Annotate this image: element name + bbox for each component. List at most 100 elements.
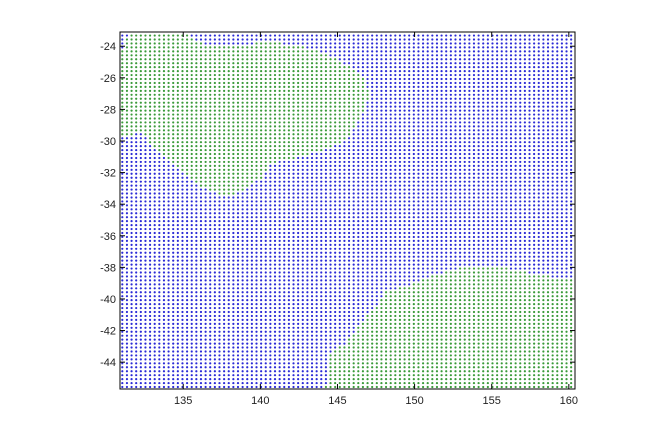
blue-point [130,275,133,278]
blue-point [199,259,203,262]
blue-point [509,141,513,144]
blue-point [431,125,434,128]
blue-point [417,117,420,120]
blue-point [250,267,253,270]
blue-point [347,314,351,318]
blue-point [139,152,142,156]
blue-point [421,243,425,246]
blue-point [528,255,531,258]
blue-point [232,212,235,215]
blue-point [324,326,328,329]
blue-point [537,141,540,144]
blue-point [306,271,309,274]
blue-point [556,224,559,227]
blue-point [324,247,328,250]
blue-point [556,156,559,160]
blue-point [472,216,476,219]
blue-point [551,224,554,227]
blue-point [482,129,485,132]
blue-point [509,263,513,266]
blue-point [315,302,318,306]
blue-point [167,200,170,203]
blue-point [320,176,323,179]
blue-point [482,97,485,100]
blue-point [241,275,244,278]
blue-point [232,374,235,377]
blue-point [176,318,179,321]
blue-point [361,212,365,215]
blue-point [315,243,318,246]
blue-point [324,381,328,385]
blue-point [329,255,332,258]
blue-point [148,374,152,377]
blue-point [320,362,323,365]
blue-point [139,239,142,243]
blue-point [260,354,263,357]
blue-point [435,259,439,262]
blue-point [533,188,536,191]
blue-point [371,164,374,167]
blue-point [297,251,300,254]
blue-point [523,188,526,191]
blue-point [440,227,443,231]
blue-point [130,370,133,373]
blue-point [366,247,369,250]
blue-point [255,200,258,203]
blue-point [472,212,476,215]
blue-point [533,137,536,140]
blue-point [514,235,517,239]
blue-point [366,283,369,286]
blue-point [144,306,147,310]
blue-point [408,220,411,223]
blue-point [523,235,526,239]
blue-point [185,310,189,314]
blue-point [412,224,415,227]
blue-point [560,192,563,195]
blue-point [139,164,142,167]
blue-point [445,172,448,175]
blue-point [343,227,346,231]
blue-point [301,381,304,385]
blue-point [236,310,240,314]
blue-point [421,97,425,100]
blue-point [523,220,526,223]
blue-point [195,283,198,286]
blue-point [371,133,374,136]
blue-point [144,350,147,353]
blue-point [148,164,152,167]
blue-point [477,208,480,211]
blue-point [204,314,207,318]
blue-point [269,200,272,203]
blue-point [139,168,142,171]
blue-point [297,212,300,215]
blue-point [546,243,550,246]
blue-point [297,176,300,179]
blue-point [125,220,129,223]
blue-point [167,267,170,270]
blue-point [509,160,513,164]
blue-point [292,310,295,314]
blue-point [213,342,216,345]
blue-point [440,137,443,140]
blue-point [458,137,462,140]
blue-point [412,109,415,112]
blue-point [472,172,476,175]
blue-point [426,243,429,246]
blue-point [514,220,517,223]
blue-point [176,338,179,341]
blue-point [148,295,152,298]
blue-point [223,227,226,231]
blue-point [135,299,138,302]
blue-point [121,291,124,294]
blue-point [232,279,235,282]
blue-point [496,145,499,148]
blue-point [255,322,258,325]
blue-point [185,302,189,306]
blue-point [213,366,216,369]
blue-point [398,117,402,120]
blue-point [486,141,489,144]
blue-point [158,279,161,282]
blue-point [491,180,494,183]
blue-point [496,109,499,112]
blue-point [301,299,304,302]
